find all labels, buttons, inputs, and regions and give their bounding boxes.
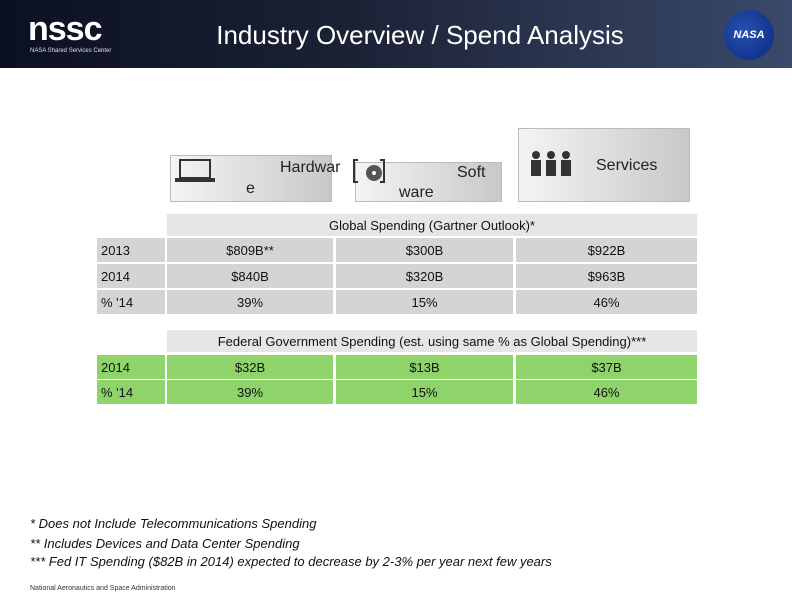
table-cell: $963B [516, 264, 697, 288]
table-cell: $922B [516, 238, 697, 262]
table-title: Federal Government Spending (est. using … [167, 330, 697, 352]
table-cell: 15% [336, 290, 513, 314]
hardware-label: e [246, 180, 255, 197]
footnote: * Does not Include Telecommunications Sp… [30, 516, 317, 531]
table-cell: 2014 [97, 264, 165, 288]
table-cell: 46% [516, 380, 697, 404]
table-cell: $840B [167, 264, 333, 288]
table-cell: % '14 [97, 380, 165, 404]
logo: nssc [28, 10, 102, 48]
table-cell: % '14 [97, 290, 165, 314]
header-band [0, 0, 792, 68]
table-cell: 39% [167, 380, 333, 404]
disc-icon [353, 159, 385, 183]
services-label: Services [596, 157, 658, 174]
table-title: Global Spending (Gartner Outlook)* [167, 214, 697, 236]
software-box [355, 162, 502, 202]
table-cell: 46% [516, 290, 697, 314]
table-cell: 2014 [97, 355, 165, 379]
table-cell: $13B [336, 355, 513, 379]
laptop-icon [175, 159, 215, 182]
table-cell: 15% [336, 380, 513, 404]
table-cell: $320B [336, 264, 513, 288]
footnote: *** Fed IT Spending ($82B in 2014) expec… [30, 554, 552, 569]
table-cell: $300B [336, 238, 513, 262]
table-cell: 2013 [97, 238, 165, 262]
software-label: ware [399, 184, 434, 201]
table-cell: $37B [516, 355, 697, 379]
software-label: Soft [457, 164, 486, 181]
nasa-emblem: NASA [724, 10, 774, 60]
people-icon [531, 151, 571, 176]
hardware-label: Hardwar [280, 159, 341, 176]
table-cell: $32B [167, 355, 333, 379]
logo-subtitle: NASA Shared Services Center [30, 48, 112, 54]
footer: National Aeronautics and Space Administr… [30, 585, 176, 592]
slide-title: Industry Overview / Spend Analysis [216, 20, 624, 50]
footnote: ** Includes Devices and Data Center Spen… [30, 536, 300, 551]
table-cell: $809B** [167, 238, 333, 262]
table-cell: 39% [167, 290, 333, 314]
